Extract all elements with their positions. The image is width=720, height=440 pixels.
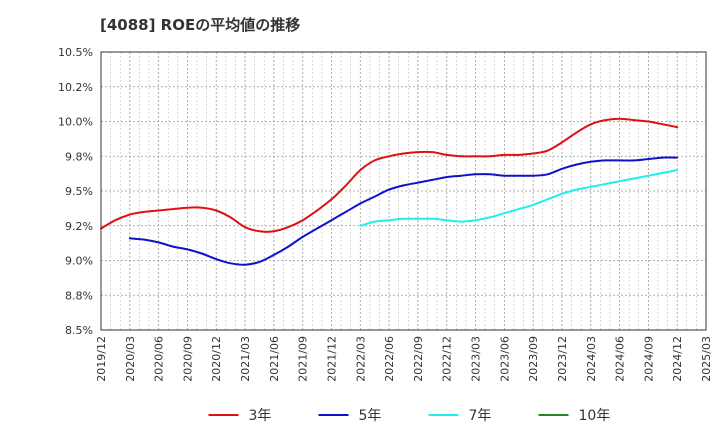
x-tick-label: 2020/03 bbox=[124, 336, 137, 382]
x-tick-label: 2022/09 bbox=[412, 336, 425, 382]
series-layer bbox=[100, 117, 679, 266]
x-tick-label: 2021/03 bbox=[239, 336, 252, 382]
legend-label: 5年 bbox=[359, 408, 382, 424]
legend-label: 10年 bbox=[579, 408, 611, 424]
y-tick-label: 8.5% bbox=[65, 324, 93, 337]
y-tick-label: 9.0% bbox=[65, 255, 93, 268]
x-tick-label: 2024/03 bbox=[585, 336, 598, 382]
chart-title: [4088] ROEの平均値の推移 bbox=[100, 16, 301, 34]
plot-frame bbox=[100, 51, 707, 331]
y-tick-label: 10.0% bbox=[58, 116, 93, 129]
y-tick-label: 8.8% bbox=[65, 289, 93, 302]
x-tick-label: 2024/09 bbox=[642, 336, 655, 382]
y-tick-label: 9.5% bbox=[65, 185, 93, 198]
y-axis: 8.5% 8.8% 9.0% 9.2% 9.5% 9.8% 10.0% 10.2% 10.5% bbox=[58, 46, 93, 337]
legend: 3年 5年 7年 10年 bbox=[208, 408, 611, 424]
x-tick-label: 2025/03 bbox=[700, 336, 713, 382]
series-line-2 bbox=[128, 156, 679, 266]
x-axis: 2019/12 2020/03 2020/06 2020/09 2020/12 2021/… bbox=[95, 336, 713, 382]
x-tick-label: 2023/03 bbox=[470, 336, 483, 382]
x-tick-label: 2020/06 bbox=[153, 336, 166, 382]
x-tick-label: 2021/06 bbox=[268, 336, 281, 382]
x-tick-label: 2019/12 bbox=[95, 336, 108, 382]
series-line-1 bbox=[100, 117, 679, 233]
series-line-3 bbox=[359, 169, 679, 227]
legend-label: 7年 bbox=[469, 408, 492, 424]
x-tick-label: 2023/09 bbox=[527, 336, 540, 382]
x-tick-label: 2021/12 bbox=[325, 336, 338, 382]
y-tick-label: 10.2% bbox=[58, 81, 93, 94]
x-tick-label: 2022/12 bbox=[441, 336, 454, 382]
x-tick-label: 2021/09 bbox=[297, 336, 310, 382]
y-tick-label: 10.5% bbox=[58, 46, 93, 59]
x-tick-label: 2024/06 bbox=[614, 336, 627, 382]
x-tick-label: 2023/12 bbox=[556, 336, 569, 382]
x-tick-label: 2023/06 bbox=[498, 336, 511, 382]
x-tick-label: 2022/03 bbox=[354, 336, 367, 382]
legend-label: 3年 bbox=[249, 408, 272, 424]
x-tick-label: 2022/06 bbox=[383, 336, 396, 382]
x-tick-label: 2020/09 bbox=[181, 336, 194, 382]
x-tick-label: 2024/12 bbox=[671, 336, 684, 382]
y-tick-label: 9.8% bbox=[65, 150, 93, 163]
x-tick-label: 2020/12 bbox=[210, 336, 223, 382]
plot-area bbox=[101, 52, 706, 330]
y-tick-label: 9.2% bbox=[65, 220, 93, 233]
